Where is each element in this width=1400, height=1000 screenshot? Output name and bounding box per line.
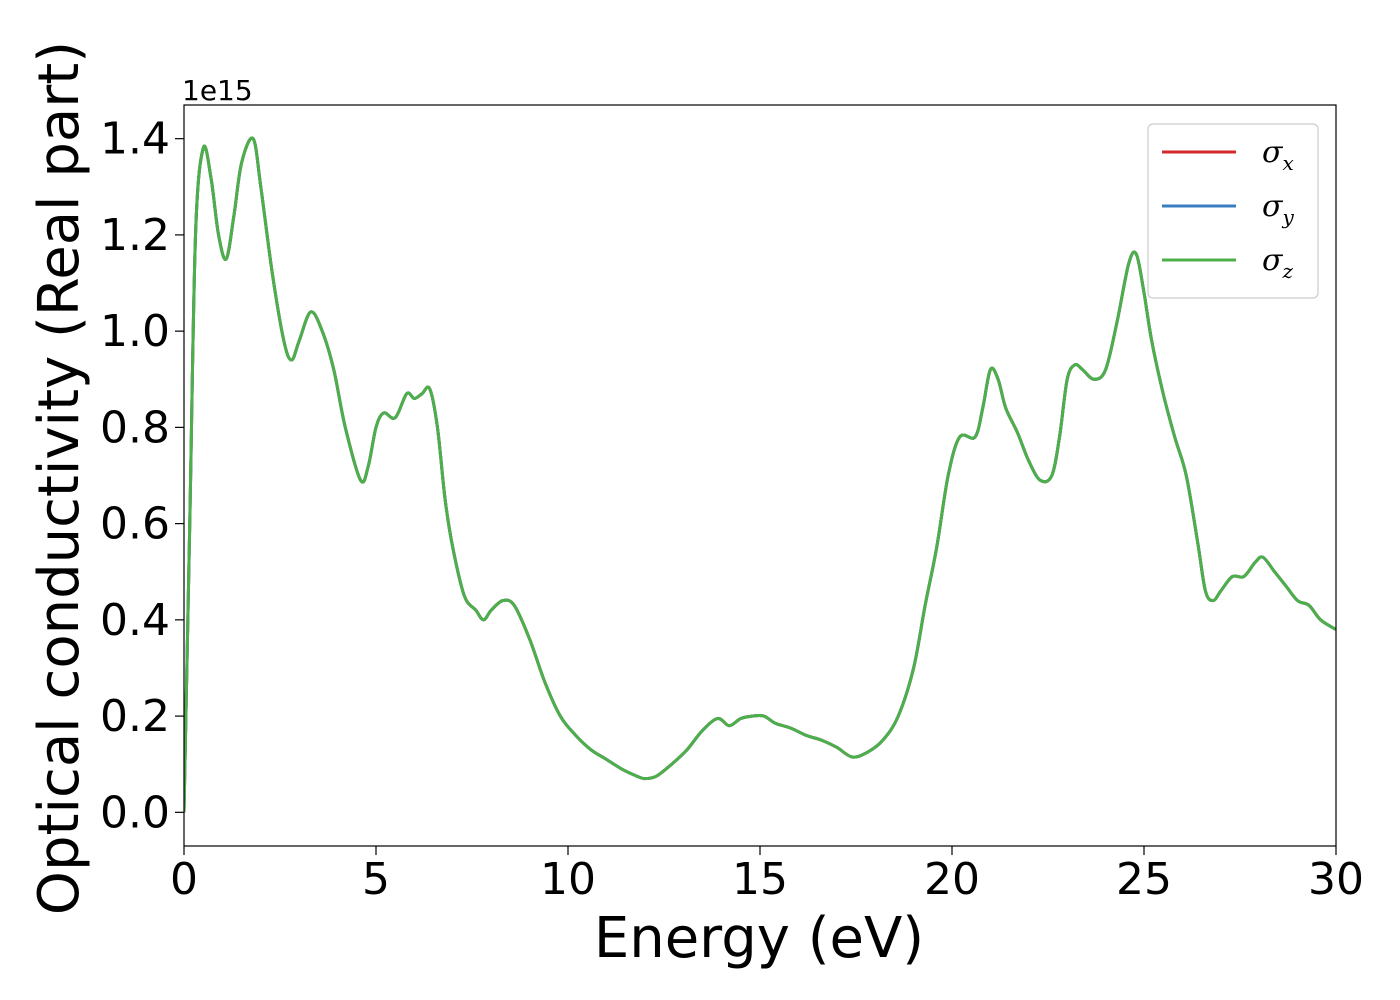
series-line-3 bbox=[184, 136, 1336, 813]
y-axis: 0.0 0.2 0.4 0.6 0.8 1.0 1.2 1.4 bbox=[100, 114, 184, 838]
x-tick-label: 20 bbox=[924, 854, 980, 905]
x-tick-label: 0 bbox=[170, 854, 198, 905]
x-tick-label: 30 bbox=[1308, 854, 1364, 905]
y-tick-label: 0.6 bbox=[100, 499, 170, 550]
y-tick-label: 0.8 bbox=[100, 402, 170, 453]
y-tick-label: 0.0 bbox=[100, 787, 170, 838]
y-axis-title: Optical conductivity (Real part) bbox=[27, 41, 92, 915]
legend-frame bbox=[1147, 123, 1319, 299]
x-tick-label: 10 bbox=[540, 854, 596, 905]
y-axis-offset-label: 1e15 bbox=[182, 74, 253, 107]
x-tick-label: 25 bbox=[1116, 854, 1172, 905]
x-axis: 0 5 10 15 20 25 30 bbox=[170, 846, 1364, 905]
y-tick-label: 0.2 bbox=[100, 691, 170, 742]
y-tick-label: 1.0 bbox=[100, 306, 170, 357]
plot-lines bbox=[184, 136, 1336, 813]
y-tick-label: 1.2 bbox=[100, 210, 170, 261]
y-tick-label: 0.4 bbox=[100, 595, 170, 646]
x-axis-title: Energy (eV) bbox=[594, 906, 924, 971]
y-tick-label: 1.4 bbox=[100, 114, 170, 165]
x-tick-label: 5 bbox=[362, 854, 390, 905]
x-tick-label: 15 bbox=[732, 854, 788, 905]
